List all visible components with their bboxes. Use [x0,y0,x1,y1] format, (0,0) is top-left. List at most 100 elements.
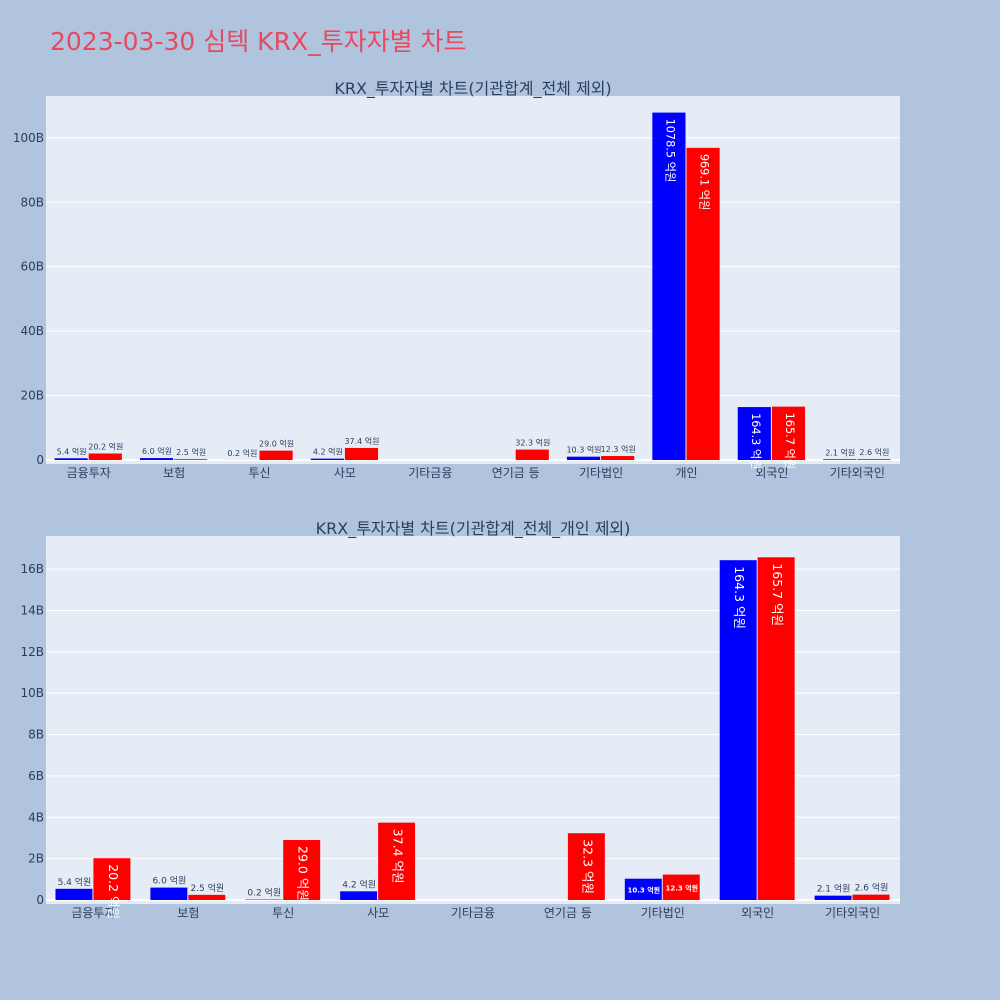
bar [378,822,416,900]
bar [340,891,378,900]
bar [567,833,605,900]
data-label: 37.4 억원 [391,829,406,884]
bar [662,874,700,900]
bar [852,894,890,900]
chart-title: KRX_투자자별 차트(기관합계_전체_개인 제외) [316,519,631,539]
data-label: 32.3 억원 [515,438,550,448]
data-label: 0.2 억원 [247,887,281,899]
bar [652,112,686,460]
data-label: 12.3 억원 [665,883,698,892]
bar [139,458,174,460]
x-tick-label: 사모 [334,466,356,480]
x-tick-label: 투신 [248,466,270,480]
bar [719,560,757,900]
y-tick-label: 4B [28,810,44,824]
data-label: 37.4 억원 [344,436,379,446]
bar [88,453,122,460]
data-label: 10.3 억원 [628,885,661,894]
bar [55,888,93,900]
x-tick-label: 사모 [367,906,389,920]
chart-top: 0 20B 40B 60B 80B 100B KRX_투자자별 차트(기관합계_전체 제외)… [13,79,900,480]
bar [823,459,857,460]
x-tick-label: 외국인 [741,906,774,920]
data-label: 1078.5 억원 [663,119,677,183]
x-tick-label: 개인 [675,466,697,480]
x-tick-label: 투신 [272,906,294,920]
data-label: 2.1 억원 [817,883,851,895]
x-tick-label: 기타외국인 [830,466,885,480]
data-label: 20.2 억원 [88,441,123,451]
bar [737,407,771,460]
bar [686,147,720,461]
bar [188,894,226,900]
data-label: 12.3 억원 [601,444,636,454]
data-label: 5.4 억원 [57,446,87,456]
y-tick-label: 0 [36,453,44,467]
data-label: 5.4 억원 [58,876,92,888]
x-tick-label: 금융투자 [67,466,111,480]
y-tick-label: 20B [20,389,44,403]
bar [757,557,795,900]
y-tick-label: 100B [13,131,44,145]
data-label: 2.5 억원 [190,882,224,894]
y-tick-label: 2B [28,852,44,866]
x-tick-label: 연기금 등 [544,906,592,920]
y-tick-label: 80B [20,195,44,209]
data-label: 165.7 억원 [770,563,785,626]
data-label: 164.3 억원 [732,566,747,629]
data-label: 4.2 억원 [342,878,376,890]
bar [814,895,852,900]
x-tick-label: 연기금 등 [492,466,540,480]
x-tick-label: 기타금융 [408,466,452,480]
y-tick-label: 6B [28,769,44,783]
x-tick-label: 외국인 [755,466,788,480]
bar [310,458,344,460]
x-tick-label: 보험 [177,906,199,920]
y-tick-label: 8B [28,728,44,742]
bar [259,450,293,460]
y-tick-label: 12B [20,645,44,659]
x-tick-label: 기타금융 [451,906,495,920]
y-tick-label: 10B [20,686,44,700]
data-label: 4.2 억원 [313,447,343,457]
data-label: 2.1 억원 [825,447,855,457]
y-tick-label: 16B [20,562,44,576]
y-tick-label: 40B [20,324,44,338]
bar [566,456,601,460]
bar [601,456,635,460]
data-label: 10.3 억원 [566,445,601,455]
data-label: 29.0 억원 [259,439,294,449]
data-label: 969.1 억원 [698,154,712,211]
chart-title: KRX_투자자별 차트(기관합계_전체 제외) [334,79,611,99]
data-label: 32.3 억원 [580,839,595,894]
x-tick-label: 금융투자 [71,906,115,920]
data-label: 29.0 억원 [296,846,311,901]
data-label: 165.7 억원 [783,413,797,470]
y-tick-label: 14B [20,603,44,617]
y-tick-label: 60B [20,260,44,274]
data-label: 164.3 억원 [749,413,763,470]
x-tick-label: 보험 [163,466,185,480]
bar [771,406,806,460]
y-tick-label: 0 [36,893,44,907]
page-title: 2023-03-30 심텍 KRX_투자자별 차트 [50,27,467,56]
data-label: 6.0 억원 [142,446,172,456]
plot-area [46,96,900,464]
bar [283,840,321,900]
data-label: 2.6 억원 [855,882,889,894]
bar [857,459,891,460]
chart-bottom: 0 2B 4B 6B 8B 10B 12B 14B 16B KRX_투자자별 차트(기관합계_전체… [20,519,900,920]
bar [344,447,379,460]
x-tick-label: 기타외국인 [825,906,880,920]
bar [54,458,88,460]
bar [515,449,549,460]
bar [174,459,208,460]
bar [93,858,131,900]
bar [150,887,188,900]
data-label: 20.2 억원 [106,864,121,919]
bar [624,878,662,900]
data-label: 2.5 억원 [176,447,206,457]
x-tick-label: 기타법인 [579,466,623,480]
data-label: 0.2 억원 [227,448,257,458]
